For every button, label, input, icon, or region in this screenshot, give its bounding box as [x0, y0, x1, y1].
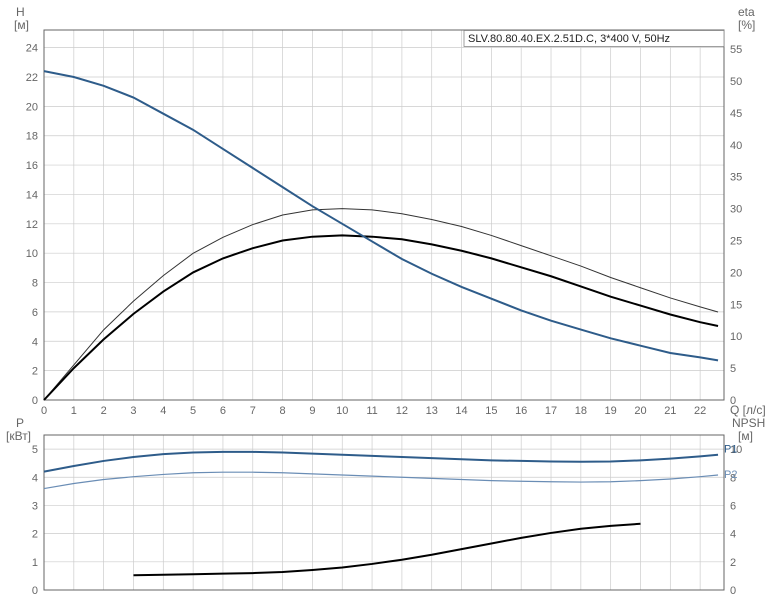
ytick-right-bottom: 2	[730, 557, 736, 569]
ytick-right: 10	[730, 331, 742, 343]
ytick-right: 55	[730, 44, 742, 56]
pump-curve-chart: 0246810121416182022240510152025303540455…	[0, 0, 774, 611]
ytick-left: 14	[26, 189, 38, 201]
ytick-left-bottom: 0	[32, 585, 38, 597]
xtick: 3	[130, 405, 136, 417]
p2-curve	[44, 472, 718, 488]
ytick-left: 18	[26, 131, 38, 143]
xtick: 10	[336, 405, 348, 417]
xtick: 21	[664, 405, 676, 417]
ytick-left: 20	[26, 101, 38, 113]
ytick-right: 20	[730, 267, 742, 279]
ytick-right-bottom: 6	[730, 500, 736, 512]
npsh-curve	[133, 524, 640, 575]
head-curve	[44, 71, 718, 360]
xtick: 5	[190, 405, 196, 417]
xtick: 2	[101, 405, 107, 417]
xtick: 6	[220, 405, 226, 417]
ytick-left: 2	[32, 366, 38, 378]
ytick-left: 0	[32, 395, 38, 407]
p2-label: P2	[724, 469, 737, 481]
xtick: 18	[575, 405, 587, 417]
ytick-right-bottom: 4	[730, 529, 736, 541]
chart-title: SLV.80.80.40.EX.2.51D.C, 3*400 V, 50Hz	[468, 33, 670, 45]
ytick-left: 6	[32, 307, 38, 319]
xtick: 12	[396, 405, 408, 417]
ylabel-right-bottom: [%]	[738, 18, 755, 32]
ytick-left-bottom: 5	[32, 444, 38, 456]
ytick-right: 35	[730, 172, 742, 184]
xlabel: Q [л/с]	[730, 403, 766, 417]
ytick-left-bottom: 4	[32, 472, 38, 484]
ytick-left: 8	[32, 278, 38, 290]
ytick-right: 40	[730, 140, 742, 152]
xtick: 8	[280, 405, 286, 417]
xtick: 7	[250, 405, 256, 417]
xtick: 4	[160, 405, 166, 417]
ytick-left: 22	[26, 72, 38, 84]
xtick: 16	[515, 405, 527, 417]
p1-label: P1	[724, 444, 737, 456]
xtick: 9	[309, 405, 315, 417]
xtick: 19	[605, 405, 617, 417]
ytick-right: 25	[730, 236, 742, 248]
ytick-left-bottom: 2	[32, 529, 38, 541]
xtick: 22	[694, 405, 706, 417]
ytick-left-bottom: 1	[32, 557, 38, 569]
ytick-left: 12	[26, 219, 38, 231]
ytick-right: 5	[730, 363, 736, 375]
ytick-right: 50	[730, 76, 742, 88]
ylabel-right-bottom-bottom: [м]	[738, 429, 753, 443]
ylabel-right-top-bottom: NPSH	[732, 416, 765, 430]
ylabel-right-top: eta	[738, 5, 755, 19]
ytick-right: 15	[730, 299, 742, 311]
ytick-right: 30	[730, 204, 742, 216]
xtick: 14	[455, 405, 467, 417]
ylabel-left-top: H	[16, 5, 25, 19]
ytick-left-bottom: 3	[32, 500, 38, 512]
xtick: 1	[71, 405, 77, 417]
xtick: 11	[366, 405, 377, 417]
ytick-left: 16	[26, 160, 38, 172]
ylabel-left-top-bottom: P	[16, 416, 24, 430]
ytick-left: 4	[32, 336, 38, 348]
xtick: 15	[485, 405, 497, 417]
xtick: 0	[41, 405, 47, 417]
chart-svg: 0246810121416182022240510152025303540455…	[0, 0, 774, 611]
ytick-right: 45	[730, 108, 742, 120]
ylabel-left-bottom-bottom: [кВт]	[6, 429, 31, 443]
p1-curve	[44, 452, 718, 472]
xtick: 13	[426, 405, 438, 417]
ytick-left: 10	[26, 248, 38, 260]
ylabel-left-bottom: [м]	[14, 18, 29, 32]
xtick: 17	[545, 405, 557, 417]
ytick-right-bottom: 0	[730, 585, 736, 597]
xtick: 20	[634, 405, 646, 417]
ytick-left: 24	[26, 43, 38, 55]
efficiency-curve-thick	[44, 235, 718, 400]
